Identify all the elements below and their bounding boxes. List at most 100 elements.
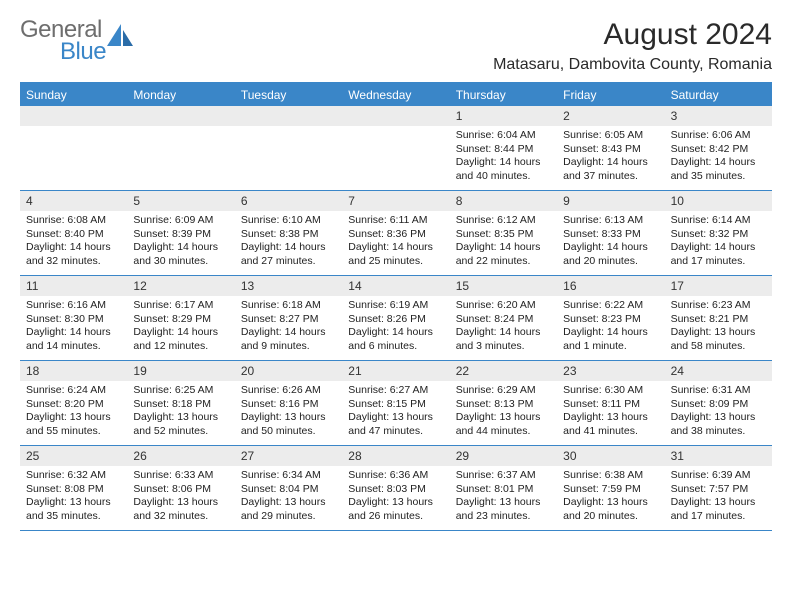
day-number: 5 xyxy=(127,191,234,211)
calendar-day: 6Sunrise: 6:10 AMSunset: 8:38 PMDaylight… xyxy=(235,191,342,275)
day-number: 15 xyxy=(450,276,557,296)
day-detail: Sunrise: 6:19 AMSunset: 8:26 PMDaylight:… xyxy=(342,296,449,358)
day-number: 8 xyxy=(450,191,557,211)
day-number: 2 xyxy=(557,106,664,126)
month-title: August 2024 xyxy=(493,18,772,52)
day-detail: Sunrise: 6:11 AMSunset: 8:36 PMDaylight:… xyxy=(342,211,449,273)
calendar-day: 26Sunrise: 6:33 AMSunset: 8:06 PMDayligh… xyxy=(127,446,234,530)
day-number: 24 xyxy=(665,361,772,381)
day-detail: Sunrise: 6:24 AMSunset: 8:20 PMDaylight:… xyxy=(20,381,127,443)
weekday-header-cell: Wednesday xyxy=(342,84,449,106)
day-detail: Sunrise: 6:29 AMSunset: 8:13 PMDaylight:… xyxy=(450,381,557,443)
day-number: 19 xyxy=(127,361,234,381)
calendar-week: 18Sunrise: 6:24 AMSunset: 8:20 PMDayligh… xyxy=(20,361,772,446)
day-number: 16 xyxy=(557,276,664,296)
day-number: 25 xyxy=(20,446,127,466)
day-number: 11 xyxy=(20,276,127,296)
day-detail: Sunrise: 6:06 AMSunset: 8:42 PMDaylight:… xyxy=(665,126,772,188)
calendar-day: 30Sunrise: 6:38 AMSunset: 7:59 PMDayligh… xyxy=(557,446,664,530)
calendar-day: 7Sunrise: 6:11 AMSunset: 8:36 PMDaylight… xyxy=(342,191,449,275)
calendar-day-empty xyxy=(127,106,234,190)
day-detail: Sunrise: 6:04 AMSunset: 8:44 PMDaylight:… xyxy=(450,126,557,188)
day-number-empty xyxy=(20,106,127,126)
calendar-day: 13Sunrise: 6:18 AMSunset: 8:27 PMDayligh… xyxy=(235,276,342,360)
day-number: 22 xyxy=(450,361,557,381)
calendar-day: 10Sunrise: 6:14 AMSunset: 8:32 PMDayligh… xyxy=(665,191,772,275)
sail-icon xyxy=(107,24,133,46)
day-detail: Sunrise: 6:34 AMSunset: 8:04 PMDaylight:… xyxy=(235,466,342,528)
calendar-day: 4Sunrise: 6:08 AMSunset: 8:40 PMDaylight… xyxy=(20,191,127,275)
weekday-header: SundayMondayTuesdayWednesdayThursdayFrid… xyxy=(20,84,772,106)
day-number: 9 xyxy=(557,191,664,211)
day-detail: Sunrise: 6:14 AMSunset: 8:32 PMDaylight:… xyxy=(665,211,772,273)
day-detail: Sunrise: 6:09 AMSunset: 8:39 PMDaylight:… xyxy=(127,211,234,273)
weekday-header-cell: Thursday xyxy=(450,84,557,106)
day-detail: Sunrise: 6:23 AMSunset: 8:21 PMDaylight:… xyxy=(665,296,772,358)
day-number: 12 xyxy=(127,276,234,296)
calendar-day: 8Sunrise: 6:12 AMSunset: 8:35 PMDaylight… xyxy=(450,191,557,275)
day-number: 10 xyxy=(665,191,772,211)
calendar: SundayMondayTuesdayWednesdayThursdayFrid… xyxy=(20,82,772,531)
day-detail: Sunrise: 6:10 AMSunset: 8:38 PMDaylight:… xyxy=(235,211,342,273)
day-number: 3 xyxy=(665,106,772,126)
day-detail: Sunrise: 6:08 AMSunset: 8:40 PMDaylight:… xyxy=(20,211,127,273)
day-number-empty xyxy=(342,106,449,126)
calendar-day: 12Sunrise: 6:17 AMSunset: 8:29 PMDayligh… xyxy=(127,276,234,360)
day-detail: Sunrise: 6:27 AMSunset: 8:15 PMDaylight:… xyxy=(342,381,449,443)
day-number: 14 xyxy=(342,276,449,296)
day-detail: Sunrise: 6:16 AMSunset: 8:30 PMDaylight:… xyxy=(20,296,127,358)
calendar-day: 31Sunrise: 6:39 AMSunset: 7:57 PMDayligh… xyxy=(665,446,772,530)
day-detail: Sunrise: 6:05 AMSunset: 8:43 PMDaylight:… xyxy=(557,126,664,188)
day-number: 28 xyxy=(342,446,449,466)
calendar-day: 18Sunrise: 6:24 AMSunset: 8:20 PMDayligh… xyxy=(20,361,127,445)
day-detail: Sunrise: 6:31 AMSunset: 8:09 PMDaylight:… xyxy=(665,381,772,443)
calendar-day-empty xyxy=(235,106,342,190)
calendar-day: 16Sunrise: 6:22 AMSunset: 8:23 PMDayligh… xyxy=(557,276,664,360)
day-detail: Sunrise: 6:36 AMSunset: 8:03 PMDaylight:… xyxy=(342,466,449,528)
day-number: 20 xyxy=(235,361,342,381)
day-number: 23 xyxy=(557,361,664,381)
day-detail: Sunrise: 6:33 AMSunset: 8:06 PMDaylight:… xyxy=(127,466,234,528)
calendar-day: 29Sunrise: 6:37 AMSunset: 8:01 PMDayligh… xyxy=(450,446,557,530)
calendar-day: 1Sunrise: 6:04 AMSunset: 8:44 PMDaylight… xyxy=(450,106,557,190)
day-number: 21 xyxy=(342,361,449,381)
calendar-day: 27Sunrise: 6:34 AMSunset: 8:04 PMDayligh… xyxy=(235,446,342,530)
calendar-day: 25Sunrise: 6:32 AMSunset: 8:08 PMDayligh… xyxy=(20,446,127,530)
day-number: 17 xyxy=(665,276,772,296)
calendar-day: 22Sunrise: 6:29 AMSunset: 8:13 PMDayligh… xyxy=(450,361,557,445)
calendar-day: 9Sunrise: 6:13 AMSunset: 8:33 PMDaylight… xyxy=(557,191,664,275)
calendar-day: 5Sunrise: 6:09 AMSunset: 8:39 PMDaylight… xyxy=(127,191,234,275)
weekday-header-cell: Friday xyxy=(557,84,664,106)
calendar-day: 3Sunrise: 6:06 AMSunset: 8:42 PMDaylight… xyxy=(665,106,772,190)
calendar-day: 21Sunrise: 6:27 AMSunset: 8:15 PMDayligh… xyxy=(342,361,449,445)
calendar-day: 19Sunrise: 6:25 AMSunset: 8:18 PMDayligh… xyxy=(127,361,234,445)
calendar-week: 1Sunrise: 6:04 AMSunset: 8:44 PMDaylight… xyxy=(20,106,772,191)
day-detail: Sunrise: 6:25 AMSunset: 8:18 PMDaylight:… xyxy=(127,381,234,443)
calendar-day: 23Sunrise: 6:30 AMSunset: 8:11 PMDayligh… xyxy=(557,361,664,445)
weekday-header-cell: Saturday xyxy=(665,84,772,106)
day-detail: Sunrise: 6:17 AMSunset: 8:29 PMDaylight:… xyxy=(127,296,234,358)
calendar-day: 11Sunrise: 6:16 AMSunset: 8:30 PMDayligh… xyxy=(20,276,127,360)
day-number: 1 xyxy=(450,106,557,126)
weekday-header-cell: Tuesday xyxy=(235,84,342,106)
weekday-header-cell: Monday xyxy=(127,84,234,106)
calendar-week: 11Sunrise: 6:16 AMSunset: 8:30 PMDayligh… xyxy=(20,276,772,361)
day-detail: Sunrise: 6:13 AMSunset: 8:33 PMDaylight:… xyxy=(557,211,664,273)
calendar-day: 14Sunrise: 6:19 AMSunset: 8:26 PMDayligh… xyxy=(342,276,449,360)
day-detail: Sunrise: 6:12 AMSunset: 8:35 PMDaylight:… xyxy=(450,211,557,273)
day-number: 30 xyxy=(557,446,664,466)
day-detail: Sunrise: 6:22 AMSunset: 8:23 PMDaylight:… xyxy=(557,296,664,358)
day-number: 18 xyxy=(20,361,127,381)
day-detail: Sunrise: 6:30 AMSunset: 8:11 PMDaylight:… xyxy=(557,381,664,443)
calendar-day-empty xyxy=(342,106,449,190)
day-detail: Sunrise: 6:39 AMSunset: 7:57 PMDaylight:… xyxy=(665,466,772,528)
calendar-week: 4Sunrise: 6:08 AMSunset: 8:40 PMDaylight… xyxy=(20,191,772,276)
title-block: August 2024 Matasaru, Dambovita County, … xyxy=(493,18,772,74)
day-detail: Sunrise: 6:26 AMSunset: 8:16 PMDaylight:… xyxy=(235,381,342,443)
day-detail: Sunrise: 6:37 AMSunset: 8:01 PMDaylight:… xyxy=(450,466,557,528)
calendar-day-empty xyxy=(20,106,127,190)
logo-text: General Blue xyxy=(20,18,106,64)
day-detail: Sunrise: 6:20 AMSunset: 8:24 PMDaylight:… xyxy=(450,296,557,358)
day-number-empty xyxy=(235,106,342,126)
day-detail: Sunrise: 6:18 AMSunset: 8:27 PMDaylight:… xyxy=(235,296,342,358)
